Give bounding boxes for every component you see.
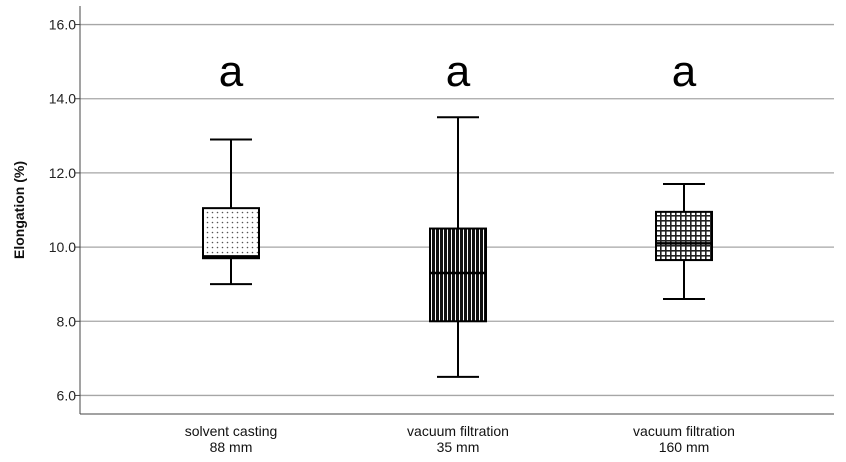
iqr-box [429, 227, 487, 323]
category-label-2-line2: 35 mm [437, 439, 480, 455]
y-axis-title: Elongation (%) [11, 161, 27, 259]
y-tick-label-3: 12.0 [49, 165, 76, 181]
y-tick-label-0: 6.0 [57, 387, 77, 403]
box-3: a [655, 47, 713, 301]
iqr-box [655, 210, 713, 262]
y-tick-label-2: 10.0 [49, 239, 76, 255]
y-tick-label-5: 16.0 [49, 17, 76, 33]
significance-letter: a [446, 47, 471, 96]
box-2: a [429, 47, 487, 378]
axes [79, 6, 834, 415]
category-label-1-line1: solvent casting [185, 423, 278, 439]
y-axis-ticks: 6.0 8.0 10.0 12.0 14.0 16.0 [49, 17, 80, 403]
category-label-3-line1: vacuum filtration [633, 423, 735, 439]
significance-letter: a [672, 47, 697, 96]
y-tick-label-1: 8.0 [57, 313, 77, 329]
category-label-2-line1: vacuum filtration [407, 423, 509, 439]
category-label-3-line2: 160 mm [659, 439, 710, 455]
significance-letter: a [219, 47, 244, 96]
category-label-1-line2: 88 mm [210, 439, 253, 455]
y-tick-label-4: 14.0 [49, 91, 76, 107]
iqr-box [202, 207, 260, 260]
box-1: a [202, 47, 260, 286]
